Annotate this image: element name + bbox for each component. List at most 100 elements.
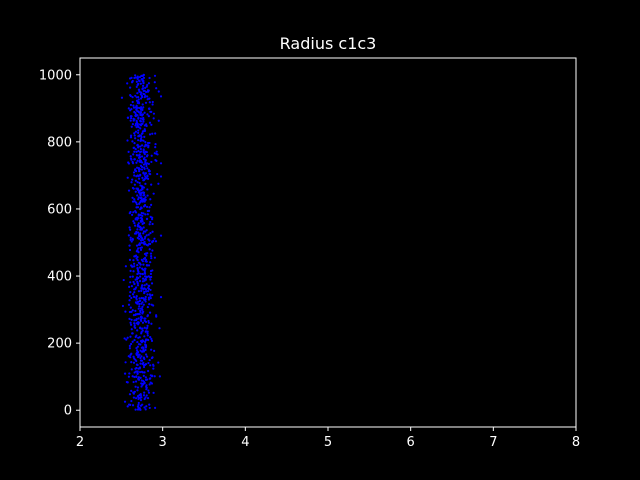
- scatter-point: [128, 244, 131, 247]
- scatter-point: [141, 284, 144, 287]
- scatter-point: [136, 351, 140, 354]
- scatter-point: [139, 310, 142, 314]
- scatter-point: [144, 295, 147, 299]
- scatter-point: [142, 303, 145, 306]
- scatter-point: [128, 372, 131, 375]
- scatter-point: [137, 395, 140, 399]
- scatter-point: [132, 391, 135, 394]
- scatter-point: [148, 169, 151, 173]
- scatter-point: [127, 375, 131, 378]
- scatter-point: [138, 353, 141, 356]
- scatter-point: [146, 252, 149, 255]
- scatter-point: [136, 144, 139, 147]
- scatter-point: [137, 406, 140, 409]
- scatter-point: [141, 238, 145, 242]
- scatter-point: [135, 366, 138, 370]
- scatter-point: [146, 293, 149, 296]
- scatter-point: [132, 220, 135, 223]
- scatter-point: [143, 391, 146, 394]
- scatter-point: [155, 315, 158, 318]
- scatter-point: [137, 177, 141, 180]
- scatter-point: [135, 353, 138, 356]
- scatter-point: [145, 283, 148, 286]
- scatter-point: [133, 338, 136, 342]
- scatter-point: [141, 87, 144, 91]
- scatter-point: [143, 135, 146, 138]
- scatter-point: [148, 248, 151, 251]
- scatter-point: [140, 114, 144, 117]
- scatter-point: [133, 221, 136, 225]
- scatter-point: [133, 141, 136, 145]
- scatter-point: [125, 338, 128, 341]
- scatter-point: [133, 232, 137, 235]
- scatter-point: [137, 307, 140, 310]
- scatter-point: [135, 206, 138, 209]
- scatter-point: [136, 92, 139, 95]
- scatter-point: [137, 116, 140, 119]
- scatter-point: [144, 160, 147, 163]
- scatter-point: [131, 275, 134, 278]
- scatter-point: [143, 167, 146, 170]
- scatter-point: [135, 126, 138, 129]
- scatter-point: [142, 232, 145, 235]
- scatter-point: [158, 327, 161, 330]
- scatter-point: [139, 207, 142, 211]
- scatter-point: [138, 279, 142, 283]
- scatter-point: [150, 337, 153, 341]
- scatter-point: [139, 399, 143, 402]
- scatter-point: [145, 234, 148, 237]
- scatter-point: [131, 309, 134, 312]
- scatter-point: [134, 211, 138, 214]
- scatter-point: [128, 248, 132, 252]
- scatter-point: [129, 403, 132, 406]
- scatter-point: [133, 183, 136, 186]
- scatter-point: [135, 85, 138, 89]
- scatter-point: [130, 399, 133, 403]
- scatter-point: [137, 261, 140, 264]
- scatter-point: [125, 380, 128, 384]
- scatter-point: [127, 150, 130, 153]
- scatter-point: [131, 140, 134, 143]
- scatter-point: [143, 326, 146, 329]
- scatter-point: [139, 174, 142, 177]
- scatter-point: [140, 237, 144, 240]
- scatter-point: [141, 103, 144, 106]
- scatter-point: [137, 98, 140, 101]
- scatter-point: [141, 122, 144, 125]
- scatter-point: [144, 339, 147, 342]
- scatter-point: [144, 343, 147, 346]
- scatter-point: [123, 337, 126, 340]
- scatter-point: [127, 234, 130, 237]
- scatter-point: [143, 272, 147, 275]
- scatter-point: [145, 394, 148, 397]
- scatter-point: [152, 112, 156, 115]
- scatter-point: [126, 405, 129, 408]
- scatter-point: [138, 266, 141, 269]
- scatter-point: [146, 95, 149, 98]
- scatter-point: [146, 326, 149, 329]
- scatter-point: [135, 216, 139, 219]
- scatter-point: [139, 134, 142, 137]
- scatter-point: [138, 153, 141, 156]
- scatter-point: [126, 116, 130, 119]
- scatter-point: [136, 372, 139, 375]
- scatter-point: [144, 267, 147, 270]
- scatter-point: [139, 248, 143, 251]
- scatter-point: [142, 191, 145, 195]
- scatter-point: [129, 356, 132, 359]
- scatter-point: [134, 168, 137, 171]
- scatter-point: [147, 284, 150, 287]
- scatter-point: [146, 314, 149, 317]
- scatter-point: [139, 189, 143, 192]
- scatter-point: [135, 296, 138, 300]
- scatter-point: [120, 96, 124, 99]
- scatter-point: [130, 342, 133, 346]
- scatter-point: [134, 278, 137, 281]
- scatter-point: [138, 297, 141, 300]
- scatter-point: [139, 349, 142, 352]
- scatter-point: [121, 304, 125, 308]
- scatter-point: [145, 384, 148, 387]
- scatter-point: [148, 172, 151, 175]
- scatter-point: [129, 269, 132, 272]
- scatter-point: [143, 290, 146, 294]
